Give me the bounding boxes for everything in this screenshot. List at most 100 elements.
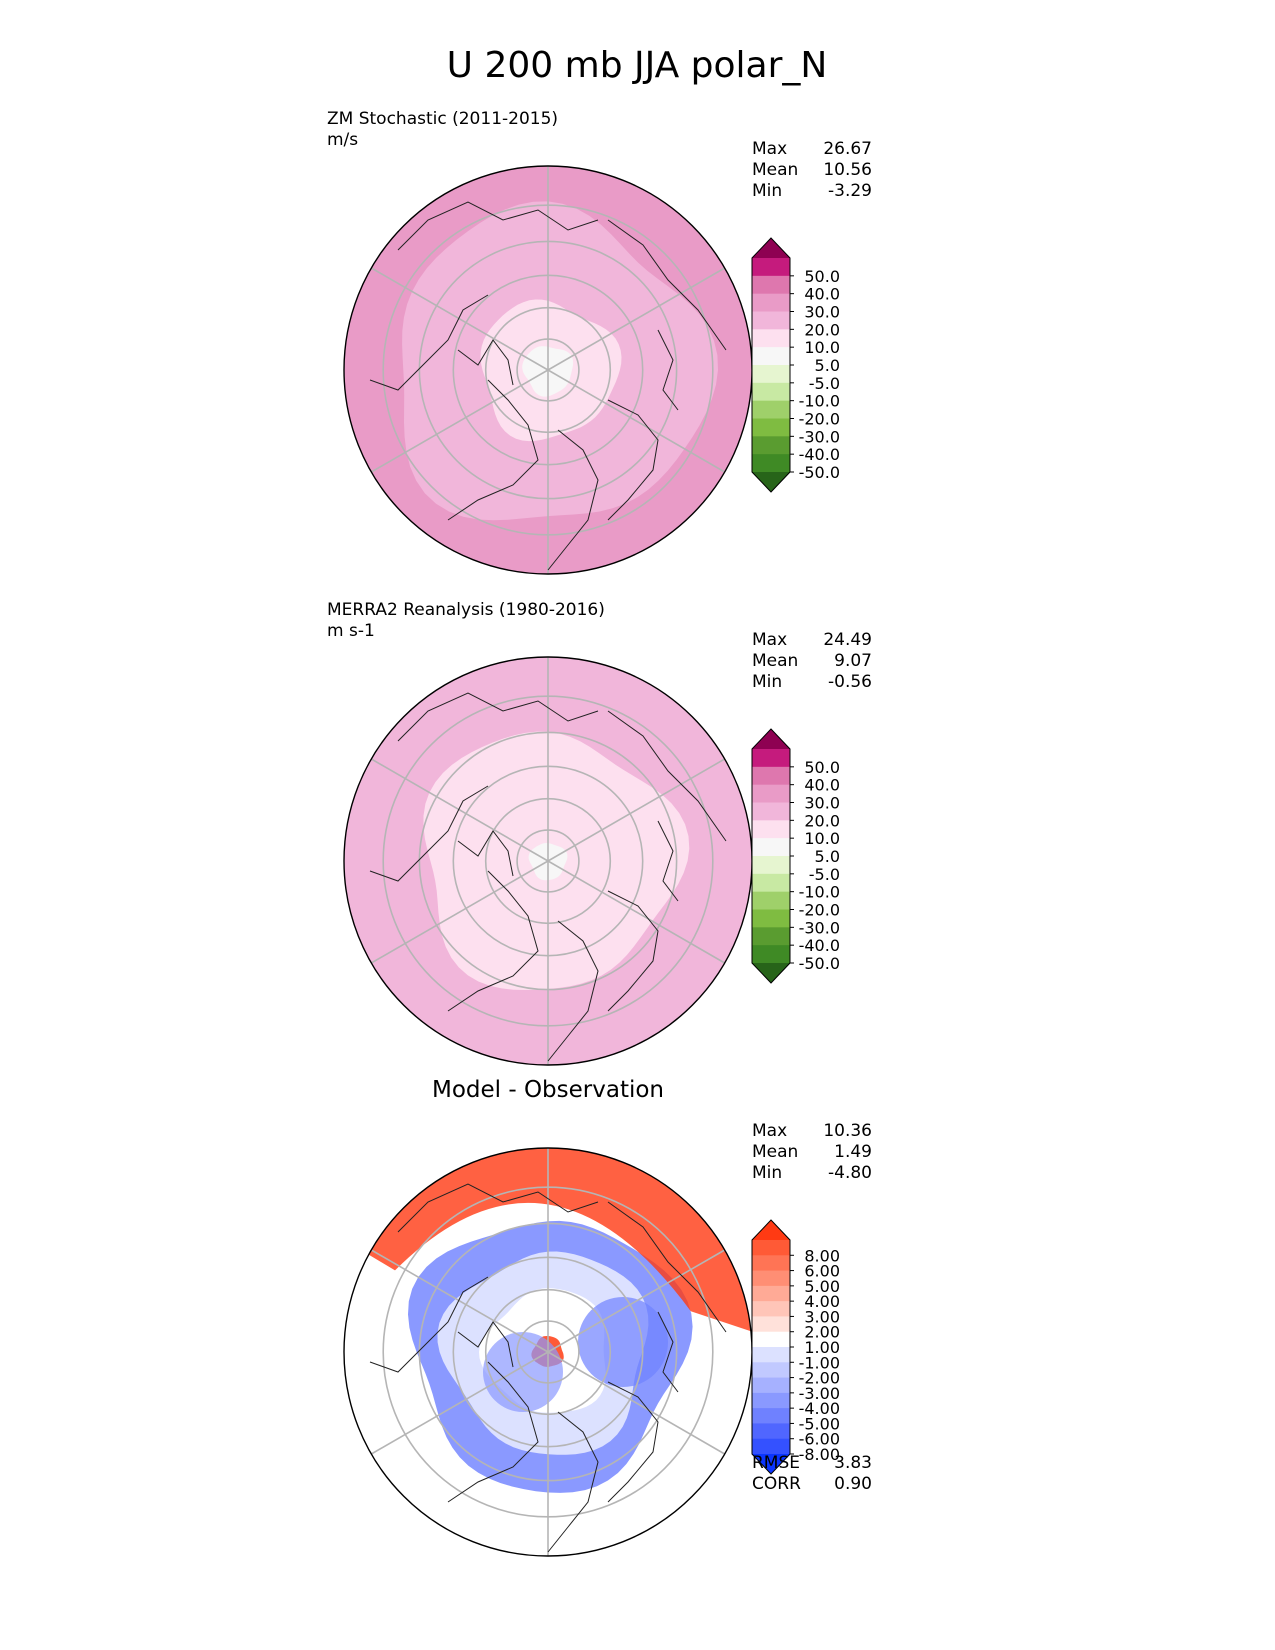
coastline	[447, 379, 539, 521]
stat-label-rmse: RMSE	[752, 1453, 800, 1473]
stat-value-mean: 10.56	[823, 160, 872, 180]
colorbar-extend-max	[752, 729, 790, 749]
colorbar-segment	[752, 258, 790, 277]
colorbar-segment	[752, 856, 790, 875]
stat-value-max: 26.67	[823, 139, 872, 159]
coastline	[457, 339, 514, 386]
colorbar-segment	[752, 1270, 790, 1287]
coastline	[369, 294, 489, 391]
coastline	[397, 201, 599, 251]
colorbar-extend-max	[752, 1220, 790, 1240]
coastline	[397, 692, 599, 742]
colorbar-segment	[752, 347, 790, 366]
colorbar-tick-label: -5.0	[809, 374, 840, 393]
colorbar-tick-label: 5.0	[815, 356, 840, 375]
coastline	[547, 1411, 599, 1553]
meridian-line	[370, 758, 549, 862]
colorbar-segment	[752, 1362, 790, 1379]
colorbar-segment	[752, 275, 790, 295]
colorbar-tick-label: -40.0	[799, 936, 840, 955]
figure-title: U 200 mb JJA polar_N	[447, 45, 828, 86]
colorbar-tick-label: 30.0	[804, 303, 840, 322]
stat-label-min: Min	[752, 181, 782, 201]
colorbar-segment	[752, 1392, 790, 1409]
coastline	[457, 1321, 514, 1368]
colorbar-segment	[752, 293, 790, 313]
colorbar-tick-label: -2.00	[799, 1369, 840, 1388]
coastline	[607, 710, 727, 842]
colorbar-segment	[752, 1331, 790, 1348]
colorbar-tick-label: 1.00	[804, 1338, 840, 1357]
colorbar-tick-label: -20.0	[799, 901, 840, 920]
colorbar-tick-label: -10.0	[799, 883, 840, 902]
coastline	[607, 890, 659, 1012]
colorbar-segment	[752, 766, 790, 786]
panel-1: ZM Stochastic (2011-2015)m/s Max 26.67 Mean…	[327, 109, 872, 575]
colorbar-segment	[752, 1438, 790, 1455]
colorbar-segment	[752, 382, 790, 402]
coastline	[607, 399, 659, 521]
colorbar-tick-label: 4.00	[804, 1292, 840, 1311]
stat-label-corr: CORR	[752, 1474, 801, 1494]
stat-value-mean: 9.07	[834, 651, 872, 671]
meridian-line	[370, 860, 549, 964]
colorbar-segment	[752, 802, 790, 821]
colorbar-segment	[752, 311, 790, 330]
meridian-line	[370, 267, 549, 371]
coastline	[547, 429, 599, 571]
coastline	[447, 1361, 539, 1503]
colorbar-segment	[752, 436, 790, 455]
meridian-line	[547, 758, 726, 862]
meridian-line	[370, 1351, 549, 1455]
colorbar-segment	[752, 891, 790, 911]
colorbar-tick-label: -4.00	[799, 1399, 840, 1418]
stat-value-corr: 0.90	[834, 1474, 872, 1494]
positive-anomaly-band	[344, 1148, 752, 1332]
coastline	[607, 1381, 659, 1503]
stat-value-rmse: 3.83	[834, 1453, 872, 1473]
meridian-line	[547, 267, 726, 371]
meridian-line	[370, 1249, 549, 1353]
colorbar-tick-label: 6.00	[804, 1262, 840, 1281]
panel-title: ZM Stochastic (2011-2015)	[327, 109, 558, 129]
colorbar-segment	[752, 927, 790, 946]
meridian-line	[547, 369, 726, 473]
coastline	[607, 219, 727, 351]
colorbar-tick-label: -3.00	[799, 1384, 840, 1403]
colorbar-segment	[752, 1377, 790, 1394]
colorbar-tick-label: -50.0	[799, 954, 840, 973]
coastline	[447, 870, 539, 1012]
stat-value-min: -4.80	[828, 1163, 872, 1183]
colorbar-segment	[752, 329, 790, 348]
colorbar-tick-label: 30.0	[804, 794, 840, 813]
coastlines	[369, 201, 727, 571]
colorbar-tick-label: -20.0	[799, 410, 840, 429]
colorbar-segment	[752, 838, 790, 857]
colorbar-segment	[752, 1301, 790, 1318]
coastline	[369, 1276, 489, 1373]
coastline	[547, 920, 599, 1062]
panel-3: Model - Observation Max 10.36 Mean 1.49 Min -4…	[343, 1077, 872, 1557]
colorbar-tick-label: -40.0	[799, 445, 840, 464]
stat-value-min: -0.56	[828, 672, 872, 692]
colorbar-segment	[752, 418, 790, 437]
colorbar-tick-label: -10.0	[799, 392, 840, 411]
colorbar: 50.040.030.020.010.05.0-5.0-10.0-20.0-30…	[751, 237, 840, 493]
coastlines	[369, 692, 727, 1062]
panel-title: MERRA2 Reanalysis (1980-2016)	[327, 600, 605, 620]
colorbar-tick-label: 50.0	[804, 758, 840, 777]
stat-label-mean: Mean	[752, 1142, 798, 1162]
colorbar-segment	[752, 1423, 790, 1440]
negative-anomaly-core	[483, 1332, 563, 1412]
colorbar-tick-label: 10.0	[804, 338, 840, 357]
colorbar: 50.040.030.020.010.05.0-5.0-10.0-20.0-30…	[751, 728, 840, 984]
colorbar-segment	[752, 1285, 790, 1302]
coastline	[657, 820, 679, 902]
colorbar-segment	[752, 365, 790, 384]
stat-value-min: -3.29	[828, 181, 872, 201]
meridian-line	[547, 860, 726, 964]
coastline	[657, 329, 679, 411]
colorbar-segment	[752, 873, 790, 893]
graticule	[370, 166, 726, 574]
